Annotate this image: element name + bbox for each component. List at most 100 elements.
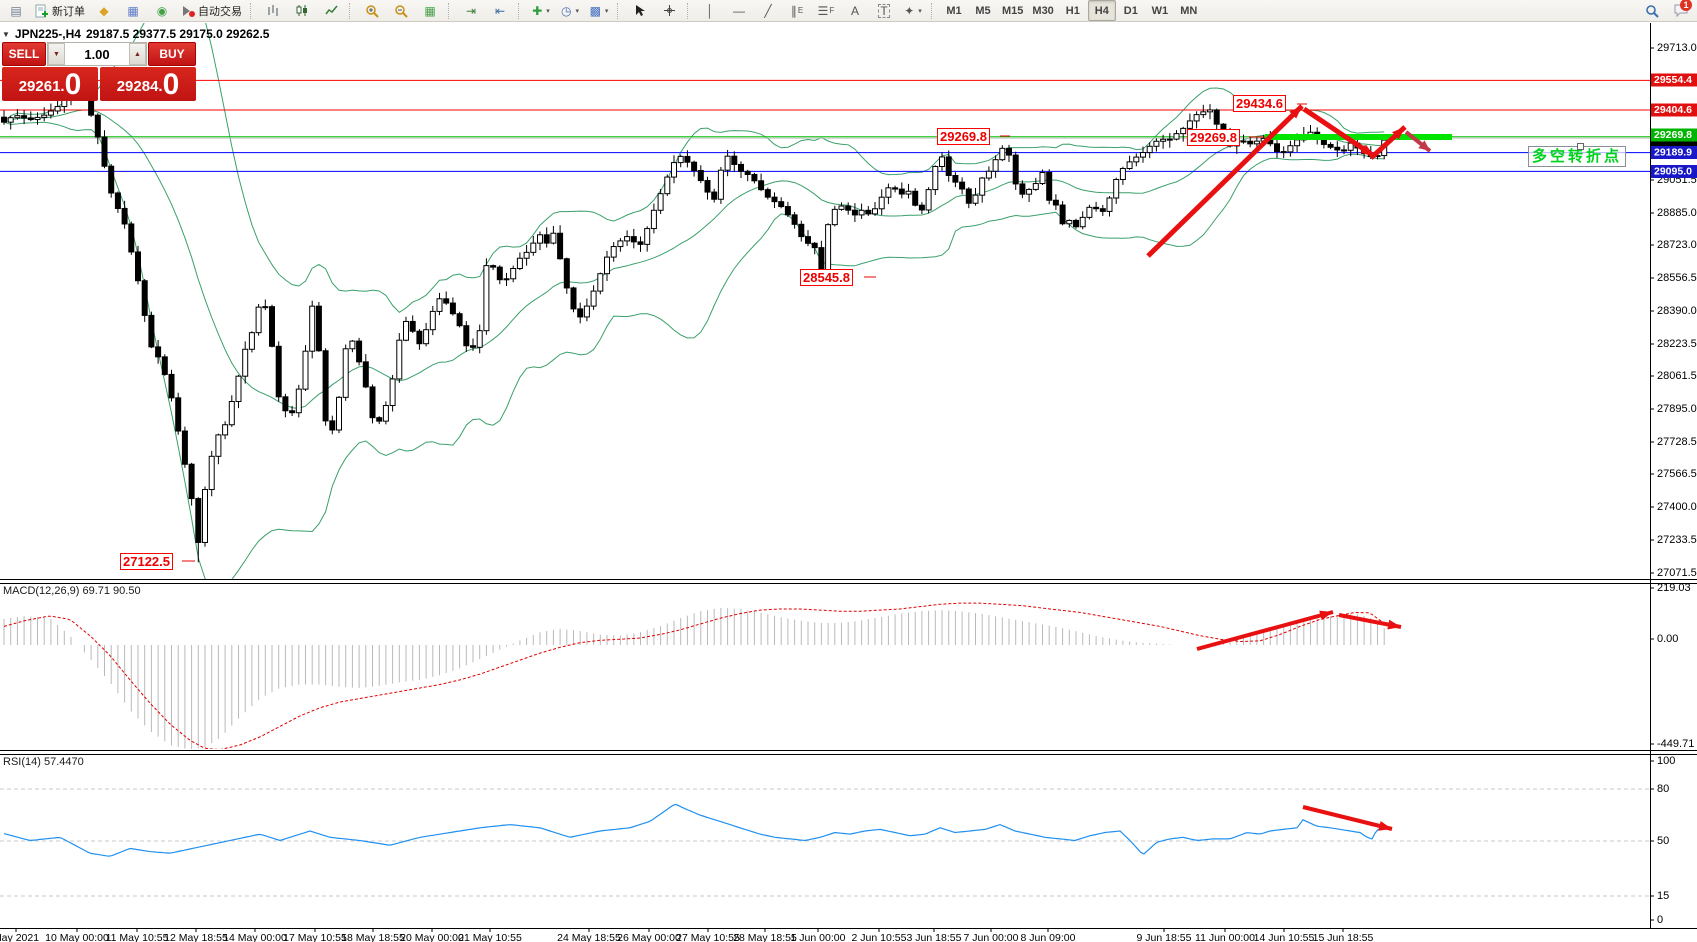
buy-button[interactable]: BUY bbox=[148, 42, 196, 66]
equidistant-channel-icon[interactable]: ∥ E bbox=[790, 3, 804, 18]
buy-price-main: 29284. bbox=[116, 78, 163, 95]
svg-text:219.03: 219.03 bbox=[1657, 582, 1691, 594]
svg-text:28 May 18:55: 28 May 18:55 bbox=[733, 932, 797, 942]
svg-text:21 May 10:55: 21 May 10:55 bbox=[458, 932, 522, 942]
volume-increase-button[interactable]: ▲ bbox=[129, 43, 146, 65]
text-icon[interactable]: A bbox=[850, 3, 859, 18]
tile-windows-icon[interactable]: ▦ bbox=[424, 3, 436, 18]
bar-chart-icon[interactable] bbox=[259, 0, 287, 21]
svg-text:28723.0: 28723.0 bbox=[1657, 239, 1697, 251]
tf-d1[interactable]: D1 bbox=[1123, 4, 1138, 17]
volume-decrease-button[interactable]: ▼ bbox=[48, 43, 65, 65]
arrows-icon[interactable]: ✦ ▾ bbox=[904, 3, 922, 18]
tf-m30[interactable]: M30 bbox=[1032, 4, 1054, 17]
tf-w1[interactable]: W1 bbox=[1151, 4, 1169, 17]
svg-text:11 Jun 00:00: 11 Jun 00:00 bbox=[1195, 932, 1255, 942]
tf-m5[interactable]: M5 bbox=[975, 4, 991, 17]
volume-input[interactable]: 1.00 bbox=[84, 46, 110, 62]
buy-price-big-digit: 0 bbox=[162, 68, 180, 101]
market-watch-icon[interactable]: ▦ bbox=[127, 3, 139, 18]
crosshair-icon[interactable] bbox=[655, 0, 683, 21]
template-icon[interactable]: ▩ ▾ bbox=[589, 3, 609, 18]
macd-indicator-label: MACD(12,26,9) 69.71 90.50 bbox=[3, 585, 141, 597]
turning-point-text: 多空转折点 bbox=[1532, 148, 1623, 165]
sell-price-main: 29261. bbox=[18, 78, 65, 95]
autotrading-button[interactable]: 自动交易 bbox=[177, 0, 246, 21]
toolbar-separator bbox=[518, 2, 523, 19]
svg-text:100: 100 bbox=[1657, 755, 1675, 767]
svg-text:-449.71: -449.71 bbox=[1657, 738, 1694, 750]
line-chart-icon[interactable] bbox=[317, 0, 345, 21]
svg-text:2 Jun 10:55: 2 Jun 10:55 bbox=[852, 932, 907, 942]
buy-price-display[interactable]: 29284. 0 bbox=[100, 67, 196, 101]
svg-text:28390.0: 28390.0 bbox=[1657, 305, 1697, 317]
svg-text:29095.0: 29095.0 bbox=[1654, 166, 1692, 178]
svg-text:24 May 18:55: 24 May 18:55 bbox=[557, 932, 621, 942]
svg-text:27233.5: 27233.5 bbox=[1657, 534, 1697, 546]
cursor-icon[interactable] bbox=[626, 0, 654, 21]
candlestick-chart-icon[interactable] bbox=[288, 0, 316, 21]
tf-mn[interactable]: MN bbox=[1180, 4, 1198, 17]
turning-point-annotation[interactable]: 多空转折点 bbox=[1528, 143, 1627, 167]
svg-text:May 2021: May 2021 bbox=[0, 932, 39, 942]
sell-button[interactable]: SELL bbox=[2, 42, 46, 66]
zoom-in-icon[interactable] bbox=[358, 0, 386, 21]
svg-text:29404.6: 29404.6 bbox=[1654, 104, 1692, 116]
svg-text:14 May 00:00: 14 May 00:00 bbox=[223, 932, 287, 942]
svg-text:28885.0: 28885.0 bbox=[1657, 207, 1697, 219]
ohlc-values: 29187.5 29377.5 29175.0 29262.5 bbox=[85, 27, 270, 41]
chart-info-line: ▼ JPN225-,H4 29187.5 29377.5 29175.0 292… bbox=[2, 27, 269, 41]
svg-text:17 May 10:55: 17 May 10:55 bbox=[283, 932, 347, 942]
text-label-icon[interactable]: T bbox=[878, 3, 890, 18]
vertical-line-icon[interactable]: │ bbox=[706, 3, 714, 18]
notification-badge: 1 bbox=[1680, 0, 1692, 11]
svg-text:27566.5: 27566.5 bbox=[1657, 468, 1697, 480]
svg-text:10 May 00:00: 10 May 00:00 bbox=[45, 932, 109, 942]
price-annotation-27122[interactable]: 27122.5 bbox=[120, 553, 173, 570]
svg-text:28061.5: 28061.5 bbox=[1657, 370, 1697, 382]
zoom-out-icon[interactable] bbox=[387, 0, 415, 21]
svg-text:29269.8: 29269.8 bbox=[1654, 129, 1692, 141]
sell-price-display[interactable]: 29261. 0 bbox=[2, 67, 98, 101]
price-annotation-29269-left[interactable]: 29269.8 bbox=[937, 128, 990, 145]
metaeditor-icon[interactable]: ◆ bbox=[99, 3, 109, 18]
new-order-button[interactable]: 新订单 bbox=[31, 0, 89, 21]
one-click-trading-widget: SELL ▼ 1.00 ▲ BUY 29261. 0 29284. 0 bbox=[2, 42, 196, 101]
new-chart-icon[interactable]: ✚ ▾ bbox=[532, 3, 550, 18]
svg-text:15: 15 bbox=[1657, 890, 1669, 902]
sell-price-big-digit: 0 bbox=[64, 68, 82, 101]
svg-text:18 May 18:55: 18 May 18:55 bbox=[341, 932, 405, 942]
svg-text:7 Jun 00:00: 7 Jun 00:00 bbox=[964, 932, 1019, 942]
tf-m1[interactable]: M1 bbox=[946, 4, 962, 17]
price-annotation-29434[interactable]: 29434.6 bbox=[1233, 95, 1286, 112]
tf-h4[interactable]: H4 bbox=[1087, 0, 1116, 21]
auto-scroll-icon[interactable]: ⇤ bbox=[494, 3, 506, 18]
toolbar-separator bbox=[448, 2, 453, 19]
svg-text:1 Jun 00:00: 1 Jun 00:00 bbox=[791, 932, 846, 942]
price-annotation-29269-right[interactable]: 29269.8 bbox=[1187, 129, 1240, 146]
signals-icon[interactable]: ◉ bbox=[156, 3, 168, 18]
rsi-indicator-label: RSI(14) 57.4470 bbox=[3, 756, 84, 768]
chart-context-icon[interactable]: ▤ bbox=[10, 3, 22, 18]
volume-box: ▼ 1.00 ▲ bbox=[47, 42, 147, 66]
search-icon[interactable] bbox=[1638, 0, 1666, 21]
symbol-dropdown-icon[interactable]: ▼ bbox=[2, 29, 10, 39]
svg-text:15 Jun 18:55: 15 Jun 18:55 bbox=[1313, 932, 1374, 942]
trendline-icon[interactable]: ╱ bbox=[764, 3, 772, 18]
horizontal-line-icon[interactable]: — bbox=[733, 3, 745, 18]
tf-h1[interactable]: H1 bbox=[1065, 4, 1080, 17]
fibonacci-icon[interactable]: ☰ F bbox=[817, 3, 835, 18]
chart-shift-icon[interactable]: ⇥ bbox=[465, 3, 477, 18]
svg-text:8 Jun 09:00: 8 Jun 09:00 bbox=[1021, 932, 1076, 942]
svg-text:11 May 10:55: 11 May 10:55 bbox=[106, 932, 169, 942]
svg-text:29713.0: 29713.0 bbox=[1657, 42, 1697, 54]
svg-text:27 May 10:55: 27 May 10:55 bbox=[676, 932, 740, 942]
svg-text:50: 50 bbox=[1657, 835, 1669, 847]
period-selector-icon[interactable]: ◷ ▾ bbox=[561, 3, 579, 18]
tf-m15[interactable]: M15 bbox=[1002, 4, 1024, 17]
selection-handle bbox=[1577, 143, 1584, 150]
price-annotation-28545[interactable]: 28545.8 bbox=[800, 269, 853, 286]
chat-icon[interactable]: 1 bbox=[1667, 0, 1695, 21]
svg-text:0: 0 bbox=[1657, 914, 1663, 926]
